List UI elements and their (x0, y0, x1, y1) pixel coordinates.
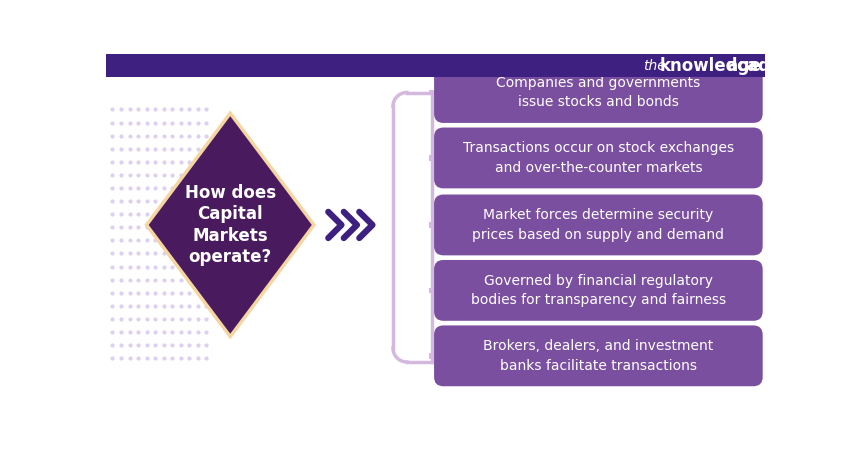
FancyBboxPatch shape (434, 260, 762, 321)
Text: the: the (643, 58, 666, 72)
Text: operate?: operate? (189, 248, 272, 266)
Text: academy: academy (726, 57, 810, 75)
FancyBboxPatch shape (434, 194, 762, 255)
FancyBboxPatch shape (434, 127, 762, 189)
Bar (106, 54, 765, 77)
Text: Companies and governments
issue stocks and bonds: Companies and governments issue stocks a… (496, 76, 700, 109)
Polygon shape (146, 113, 314, 337)
Text: Transactions occur on stock exchanges
and over-the-counter markets: Transactions occur on stock exchanges an… (462, 141, 734, 175)
Text: Governed by financial regulatory
bodies for transparency and fairness: Governed by financial regulatory bodies … (471, 274, 726, 307)
Bar (429, 353, 434, 359)
Text: knowledge: knowledge (660, 57, 762, 75)
FancyBboxPatch shape (434, 325, 762, 386)
FancyBboxPatch shape (434, 62, 762, 123)
Bar (429, 155, 434, 161)
Bar (429, 288, 434, 293)
Text: Brokers, dealers, and investment
banks facilitate transactions: Brokers, dealers, and investment banks f… (484, 339, 713, 373)
Text: Capital: Capital (197, 205, 263, 223)
Text: Market forces determine security
prices based on supply and demand: Market forces determine security prices … (473, 208, 724, 242)
Bar (429, 222, 434, 228)
Text: How does: How does (184, 184, 275, 202)
Bar (429, 90, 434, 95)
Text: Markets: Markets (192, 227, 268, 245)
